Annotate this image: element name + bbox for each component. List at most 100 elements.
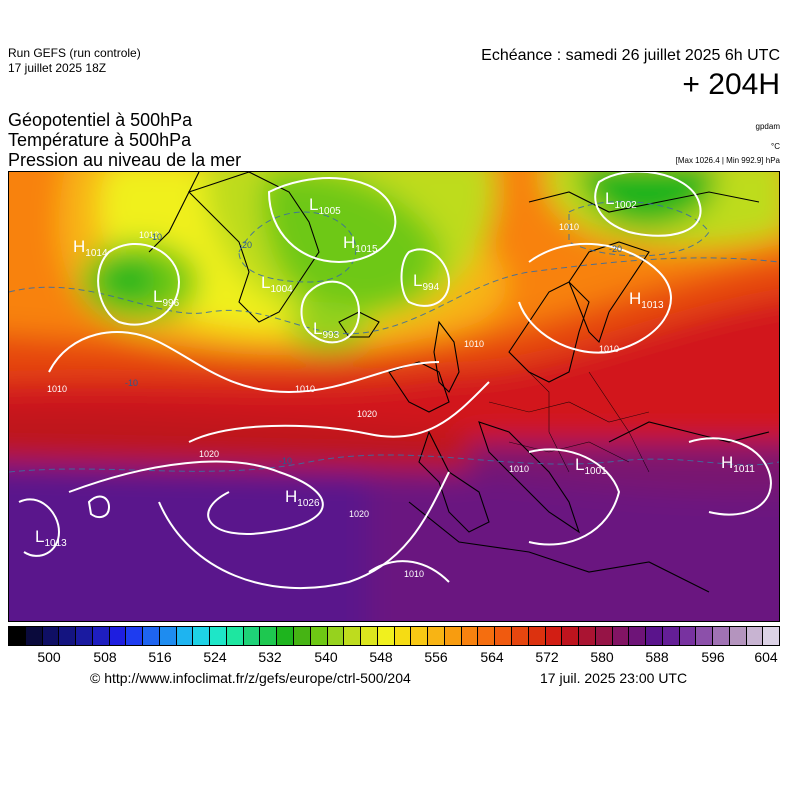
isobar-value-label: 1010	[47, 384, 67, 394]
colorbar-segment	[193, 627, 211, 645]
colorbar-segment	[662, 627, 680, 645]
forecast-valid-time: Echéance : samedi 26 juillet 2025 6h UTC	[481, 47, 780, 64]
colorbar-segment	[344, 627, 362, 645]
pressure-center-label: H1011	[721, 453, 755, 475]
colorbar-segment	[629, 627, 647, 645]
isotherm-value-label: -10	[149, 232, 162, 242]
pressure-center-label: L1013	[35, 527, 67, 549]
colorbar-segment	[495, 627, 512, 645]
colorbar-segment	[226, 627, 244, 645]
pressure-center-label: L1005	[309, 195, 341, 217]
pressure-center-label: H1013	[629, 289, 664, 311]
colorbar-segment	[210, 627, 227, 645]
colorbar-segment	[444, 627, 462, 645]
colorbar-segment	[612, 627, 630, 645]
isobar-value-label: 1010	[404, 569, 424, 579]
colorbar-segment	[9, 627, 26, 645]
colorbar-segment	[361, 627, 378, 645]
pressure-center-label: L993	[313, 319, 340, 341]
field-temperature-label: Température à 500hPa	[8, 130, 192, 150]
colorbar-segment	[92, 627, 110, 645]
pressure-center-label: L1001	[575, 455, 607, 477]
colorbar-segment	[327, 627, 345, 645]
run-date: 17 juillet 2025 18Z	[8, 61, 107, 75]
colorbar-segment	[478, 627, 496, 645]
colorbar-segment	[310, 627, 328, 645]
colorbar-tick-label: 508	[93, 649, 117, 665]
colorbar-segment	[59, 627, 77, 645]
colorbar-tick-label: 572	[535, 649, 559, 665]
pressure-center-label: H1014	[73, 237, 108, 259]
isobar-value-labels: 1010 1010 1010 1010 1010 1010 1010 1020 1020 1020…	[47, 222, 622, 579]
isobar-value-label: 1010	[559, 222, 579, 232]
colorbar-segment	[562, 627, 580, 645]
isotherm-value-label: -10	[279, 456, 292, 466]
colorbar-segment	[679, 627, 697, 645]
colorbar	[8, 626, 780, 646]
colorbar-tick-label: 532	[258, 649, 282, 665]
temperature-isotherms	[9, 201, 779, 473]
colorbar-segment	[143, 627, 160, 645]
colorbar-segment	[126, 627, 144, 645]
isotherm-value-label: -10	[125, 378, 138, 388]
isobar-value-label: 1010	[464, 339, 484, 349]
pressure-center-label: H1015	[343, 233, 378, 255]
isobar-value-label: 1010	[295, 384, 315, 394]
colorbar-tick-label: 580	[590, 649, 614, 665]
pressure-center-label: L996	[153, 287, 180, 309]
colorbar-tick-label: 556	[424, 649, 448, 665]
temperature-unit: °C	[771, 142, 780, 151]
colorbar-segment	[377, 627, 395, 645]
colorbar-tick-label: 516	[148, 649, 172, 665]
colorbar-tick-label: 548	[369, 649, 393, 665]
borders	[488, 371, 650, 473]
isobar-value-label: 1010	[139, 230, 159, 240]
colorbar-segment	[595, 627, 613, 645]
colorbar-segment	[696, 627, 714, 645]
colorbar-segment	[763, 627, 780, 645]
forecast-lead-time: + 204H	[682, 68, 780, 101]
colorbar-tick-label: 588	[645, 649, 669, 665]
pressure-center-labels: H1014 L1005 L1002 H1015 L1004 L994 L993 L996 H10…	[35, 189, 755, 549]
colorbar-segment	[42, 627, 60, 645]
isobar-value-label: 1010	[599, 344, 619, 354]
pressure-center-label: L1004	[261, 273, 293, 295]
run-title: Run GEFS (run controle)	[8, 46, 141, 60]
colorbar-tick-label: 604	[754, 649, 778, 665]
colorbar-segment	[646, 627, 663, 645]
pressure-center-label: L1002	[605, 189, 637, 211]
colorbar-tick-label: 596	[701, 649, 725, 665]
colorbar-segment	[545, 627, 563, 645]
isobar-value-label: 1020	[199, 449, 219, 459]
pressure-center-label: L994	[413, 271, 440, 293]
field-pressure-label: Pression au niveau de la mer	[8, 150, 242, 170]
colorbar-segment	[746, 627, 764, 645]
isotherm-value-label: -20	[609, 244, 622, 254]
colorbar-segment	[25, 627, 43, 645]
colorbar-segment	[461, 627, 479, 645]
colorbar-segment	[243, 627, 261, 645]
colorbar-segment	[176, 627, 194, 645]
isotherm-value-label: -20	[239, 240, 252, 250]
colorbar-segment	[528, 627, 546, 645]
colorbar-tick-label: 524	[203, 649, 227, 665]
colorbar-segment	[260, 627, 278, 645]
isobar-value-label: 1010	[509, 464, 529, 474]
pressure-extremes: [Max 1026.4 | Min 992.9] hPa	[675, 156, 780, 165]
colorbar-segment	[411, 627, 429, 645]
isobars	[18, 172, 772, 590]
colorbar-segment	[579, 627, 596, 645]
colorbar-segment	[511, 627, 529, 645]
isobar-value-label: 1020	[357, 409, 377, 419]
colorbar-tick-label: 564	[480, 649, 504, 665]
geopotential-fill	[9, 172, 779, 621]
colorbar-segment	[277, 627, 295, 645]
credit-url: © http://www.infoclimat.fr/z/gefs/europe…	[90, 670, 411, 686]
colorbar-ticks: 500 508 516 524 532 540 548 556 564 572 580 588 596 6…	[8, 648, 780, 666]
credit-time: 17 juil. 2025 23:00 UTC	[540, 670, 688, 686]
colorbar-tick-label: 500	[37, 649, 61, 665]
isobar-value-label: 1020	[349, 509, 369, 519]
colorbar-segment	[428, 627, 445, 645]
coastlines	[148, 172, 770, 593]
colorbar-segment	[294, 627, 311, 645]
